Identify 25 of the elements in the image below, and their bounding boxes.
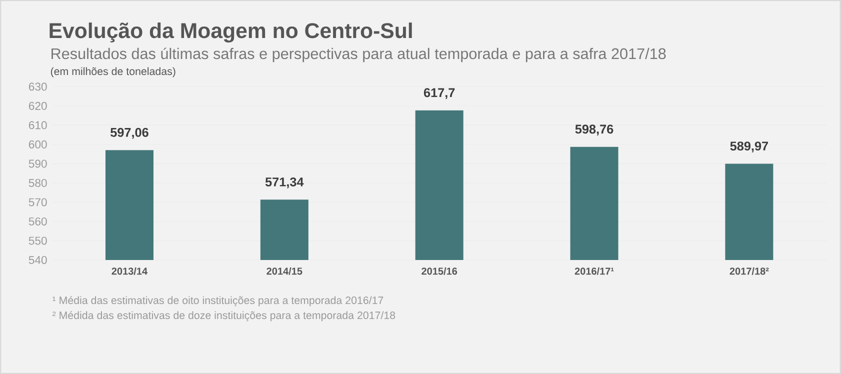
chart-title: Evolução da Moagem no Centro-Sul xyxy=(50,22,412,43)
y-tick-label: 550 xyxy=(28,236,47,245)
chart-subtitle: Resultados das últimas safras e perspectivas para atual temporada e para a safra 2017/18 xyxy=(52,48,666,62)
x-tick-label: 2013/14 xyxy=(112,267,148,275)
x-tick-label: 2014/15 xyxy=(266,267,302,275)
x-tick-label: 2017/18² xyxy=(730,267,769,275)
y-tick-label: 620 xyxy=(28,102,47,110)
y-tick-label: 600 xyxy=(28,140,47,148)
text: (em milhões de toneladas) xyxy=(50,67,176,78)
y-tick-label: 630 xyxy=(28,82,47,91)
y-tick-label: 610 xyxy=(28,121,47,130)
data-label: 597,06 xyxy=(110,128,148,139)
x-tick-label: 2016/17¹ xyxy=(574,267,614,275)
data-label: 571,34 xyxy=(265,177,304,188)
text: ² Médida das estimativas de doze instituições para a temporada 2017/18 xyxy=(52,311,396,322)
y-tick-label: 590 xyxy=(28,160,47,168)
x-tick-label: 2015/16 xyxy=(422,267,458,275)
data-label: 589,97 xyxy=(730,142,768,152)
y-tick-label: 560 xyxy=(28,217,47,226)
text: ¹ Média das estimativas de oito instituições para a temporada 2016/17 xyxy=(52,296,384,306)
y-tick-label: 540 xyxy=(28,256,47,264)
data-label: 617,7 xyxy=(424,88,455,99)
data-label: 598,76 xyxy=(575,124,614,136)
y-tick-label: 580 xyxy=(28,178,47,187)
y-tick-label: 570 xyxy=(28,198,47,206)
